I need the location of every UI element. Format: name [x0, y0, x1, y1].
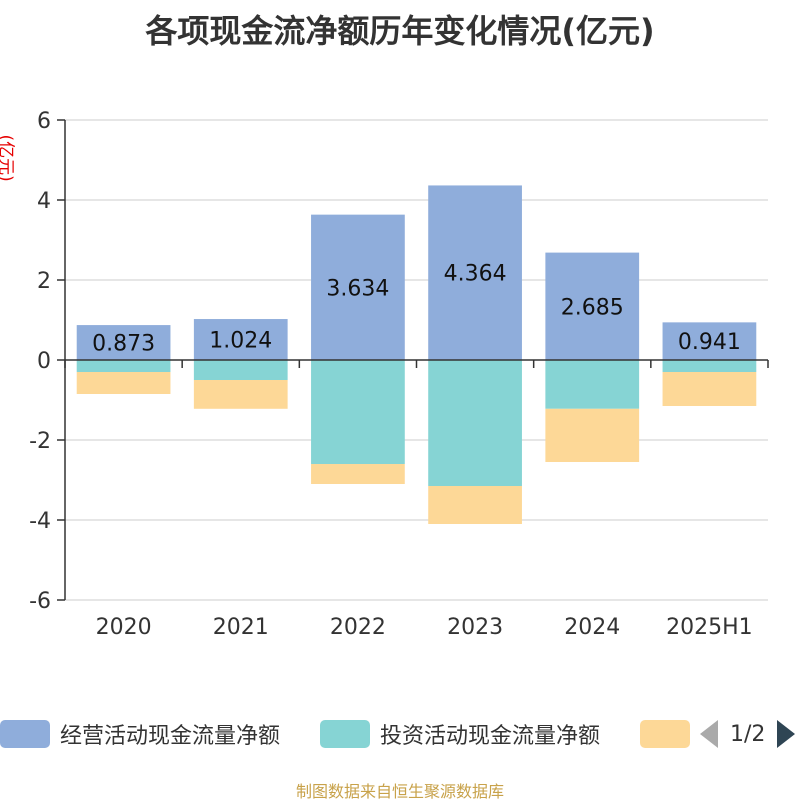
x-tick-label: 2023 — [447, 615, 503, 640]
pager-text: 1/2 — [730, 721, 766, 747]
bar-series-1[interactable] — [193, 360, 288, 380]
bar-series-2[interactable] — [311, 464, 405, 484]
pager-next-arrow-icon[interactable] — [777, 720, 796, 748]
legend-label-operating: 经营活动现金流量净额 — [60, 724, 281, 749]
legend-item-operating[interactable]: 经营活动现金流量净额 — [0, 712, 280, 756]
y-tick-label: -4 — [29, 509, 51, 534]
y-tick-label: 6 — [37, 109, 51, 134]
x-tick-label: 2022 — [330, 615, 386, 640]
stacked-bar-chart: 6 4 2 0 -2 -4 -6 2020 2021 2022 2023 2024 2025H1 0.8… — [29, 109, 769, 640]
legend: 经营活动现金流量净额 投资活动现金流量净额 — [0, 712, 800, 756]
y-tick-label: -2 — [29, 429, 51, 454]
bar-series-2[interactable] — [545, 408, 640, 462]
bar-data-label: 4.364 — [444, 262, 507, 287]
bar-series-0[interactable] — [193, 319, 288, 360]
bar-series-1[interactable] — [545, 360, 640, 409]
bar-series-2[interactable] — [76, 372, 171, 394]
x-tick-label: 2020 — [96, 615, 152, 640]
legend-item-investing[interactable]: 投资活动现金流量净额 — [320, 712, 600, 756]
source-note: 制图数据来自恒生聚源数据库 — [295, 782, 504, 801]
bar-data-label: 3.634 — [326, 276, 389, 301]
bar-series-1[interactable] — [662, 360, 757, 372]
chart-title: 各项现金流净额历年变化情况(亿元) — [145, 12, 655, 50]
bar-data-label: 1.024 — [209, 329, 272, 354]
x-tick-label: 2021 — [213, 615, 269, 640]
y-tick-label: -6 — [29, 589, 51, 614]
bar-series-2[interactable] — [193, 380, 288, 409]
bar-series-0[interactable] — [428, 185, 522, 360]
label-layer: 0.873 1.024 3.634 4.364 2.685 0.941 — [92, 262, 741, 357]
bar-data-label: 0.873 — [92, 332, 155, 357]
legend-swatch-operating — [0, 720, 50, 748]
bar-series-0[interactable] — [545, 252, 640, 360]
bar-layer — [76, 185, 757, 524]
x-tick-label: 2024 — [564, 615, 620, 640]
bar-series-0[interactable] — [76, 325, 171, 360]
bar-series-1[interactable] — [76, 360, 171, 372]
legend-pager: 1/2 — [700, 712, 796, 756]
bar-data-label: 2.685 — [561, 295, 624, 320]
axis-layer: 6 4 2 0 -2 -4 -6 2020 2021 2022 2023 2024 2025H1 — [29, 109, 769, 640]
legend-swatch-investing — [320, 720, 370, 748]
bar-series-1[interactable] — [428, 360, 522, 486]
y-tick-label: 2 — [37, 269, 51, 294]
bar-series-0[interactable] — [662, 322, 757, 360]
y-tick-label: 0 — [37, 349, 51, 374]
bar-series-0[interactable] — [311, 214, 405, 360]
bar-series-2[interactable] — [428, 486, 522, 524]
x-tick-label: 2025H1 — [666, 615, 753, 640]
pager-prev-arrow-icon[interactable] — [700, 720, 718, 748]
bar-data-label: 0.941 — [678, 330, 741, 355]
bar-series-1[interactable] — [311, 360, 405, 464]
legend-item-financing[interactable] — [640, 712, 690, 756]
bar-series-2[interactable] — [662, 372, 757, 406]
legend-swatch-financing — [640, 720, 690, 748]
legend-label-investing: 投资活动现金流量净额 — [380, 724, 601, 749]
y-tick-label: 4 — [37, 189, 51, 214]
